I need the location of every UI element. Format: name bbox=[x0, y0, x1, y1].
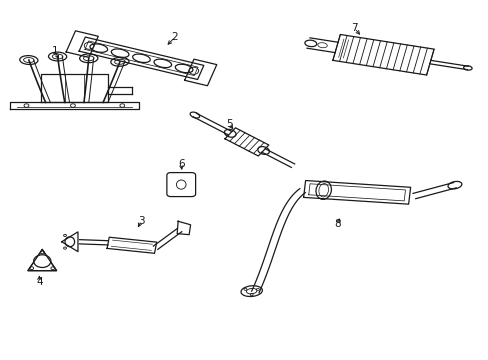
Ellipse shape bbox=[447, 181, 461, 189]
Ellipse shape bbox=[65, 237, 75, 247]
Text: 2: 2 bbox=[171, 32, 178, 42]
Text: 8: 8 bbox=[334, 219, 341, 229]
Ellipse shape bbox=[80, 54, 98, 63]
Ellipse shape bbox=[48, 52, 66, 61]
Text: 1: 1 bbox=[52, 46, 59, 56]
FancyBboxPatch shape bbox=[166, 172, 195, 197]
Ellipse shape bbox=[111, 57, 129, 66]
Ellipse shape bbox=[224, 129, 236, 137]
Text: 6: 6 bbox=[178, 159, 184, 169]
Text: 5: 5 bbox=[225, 118, 232, 129]
Text: 4: 4 bbox=[36, 276, 42, 287]
Ellipse shape bbox=[190, 112, 199, 118]
Ellipse shape bbox=[315, 181, 331, 199]
Ellipse shape bbox=[257, 147, 269, 154]
Ellipse shape bbox=[20, 55, 38, 64]
Ellipse shape bbox=[241, 286, 262, 297]
Ellipse shape bbox=[176, 180, 185, 189]
Text: 3: 3 bbox=[138, 216, 144, 226]
Circle shape bbox=[34, 255, 51, 267]
Text: 7: 7 bbox=[351, 23, 357, 33]
